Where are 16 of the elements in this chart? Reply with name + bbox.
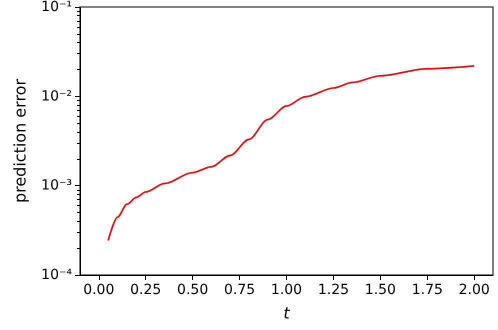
y-tick-label: 10⁻² <box>41 88 72 104</box>
line-series <box>107 65 476 242</box>
y-tick-label: 10⁻¹ <box>41 0 72 15</box>
x-tick-label: 0.75 <box>224 282 256 298</box>
x-tick-label: 0.25 <box>130 282 162 298</box>
x-tick-label: 0.00 <box>83 282 114 298</box>
x-tick-label: 1.75 <box>412 282 443 298</box>
x-axis-title: t <box>283 304 290 322</box>
x-tick-label: 0.50 <box>177 282 208 298</box>
x-tick-label: 2.00 <box>458 282 490 298</box>
x-tick-label: 1.50 <box>364 282 396 298</box>
y-axis-title: prediction error <box>10 78 30 204</box>
y-tick-label: 10⁻³ <box>41 178 72 194</box>
y-tick-label: 10⁻⁴ <box>41 267 72 283</box>
x-tick-label: 1.00 <box>270 282 302 298</box>
x-tick-label: 1.25 <box>318 282 350 298</box>
